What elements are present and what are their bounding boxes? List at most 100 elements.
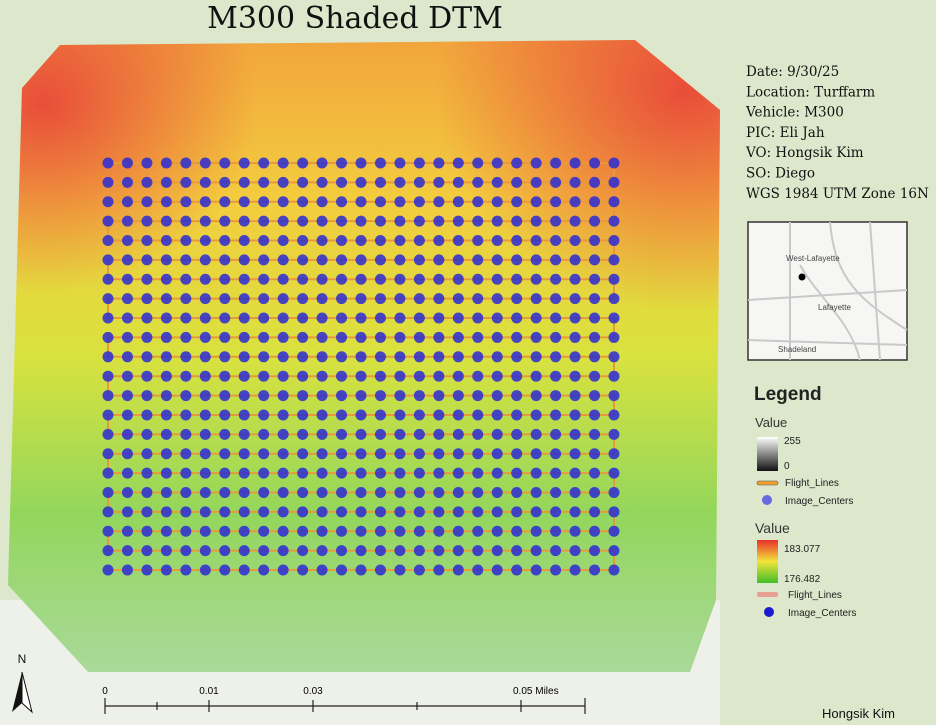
image-center <box>297 254 309 266</box>
image-center <box>180 254 192 266</box>
image-center <box>413 331 425 343</box>
legend-title: Legend <box>754 384 822 405</box>
image-center <box>589 273 601 285</box>
image-center <box>219 545 231 557</box>
image-center <box>316 235 328 247</box>
legend-item: Flight_Lines <box>785 478 839 489</box>
image-center <box>355 409 367 421</box>
image-center <box>199 525 211 537</box>
image-center <box>569 331 581 343</box>
image-center <box>238 545 250 557</box>
image-center <box>297 506 309 518</box>
info-line: VO: Hongsik Kim <box>745 145 864 161</box>
image-center <box>452 215 464 227</box>
image-center <box>258 312 270 324</box>
image-center <box>277 564 289 576</box>
image-center <box>433 254 445 266</box>
image-center <box>413 196 425 208</box>
image-center <box>374 176 386 188</box>
info-line: WGS 1984 UTM Zone 16N <box>746 186 929 202</box>
image-center <box>141 293 153 305</box>
image-center <box>355 293 367 305</box>
image-center <box>219 273 231 285</box>
image-center <box>530 312 542 324</box>
image-center <box>491 157 503 169</box>
image-center <box>238 215 250 227</box>
image-center <box>355 254 367 266</box>
image-center <box>394 506 406 518</box>
image-center <box>316 293 328 305</box>
image-center <box>394 331 406 343</box>
image-center <box>530 293 542 305</box>
image-center <box>102 448 114 460</box>
image-center <box>199 467 211 479</box>
image-center <box>491 331 503 343</box>
image-center <box>589 176 601 188</box>
image-center <box>452 157 464 169</box>
image-center <box>199 545 211 557</box>
image-center <box>355 273 367 285</box>
image-center <box>121 235 133 247</box>
image-center <box>530 409 542 421</box>
image-center <box>258 545 270 557</box>
image-center <box>550 390 562 402</box>
image-center <box>102 293 114 305</box>
image-center <box>258 448 270 460</box>
image-center <box>394 273 406 285</box>
image-center <box>102 215 114 227</box>
image-center <box>336 467 348 479</box>
image-center <box>160 293 172 305</box>
image-center <box>141 312 153 324</box>
image-center <box>472 448 484 460</box>
scale-label: 0.05 Miles <box>513 686 559 697</box>
image-center <box>297 564 309 576</box>
image-center <box>452 525 464 537</box>
image-center <box>569 254 581 266</box>
image-center <box>219 176 231 188</box>
info-line: Vehicle: M300 <box>745 105 844 121</box>
image-center <box>550 564 562 576</box>
image-center <box>316 448 328 460</box>
image-center <box>413 235 425 247</box>
image-center <box>238 564 250 576</box>
image-center <box>297 273 309 285</box>
image-center <box>452 370 464 382</box>
image-center <box>569 293 581 305</box>
image-center <box>238 312 250 324</box>
image-center <box>219 467 231 479</box>
image-center <box>160 390 172 402</box>
image-center <box>452 467 464 479</box>
image-center <box>472 176 484 188</box>
north-label: N <box>18 652 27 666</box>
image-center <box>355 157 367 169</box>
image-center <box>589 486 601 498</box>
image-center <box>569 196 581 208</box>
image-center <box>121 525 133 537</box>
image-center <box>569 176 581 188</box>
image-center <box>297 409 309 421</box>
image-center <box>550 467 562 479</box>
image-center <box>472 351 484 363</box>
image-center <box>491 196 503 208</box>
image-center <box>394 370 406 382</box>
image-center <box>141 564 153 576</box>
image-center <box>316 254 328 266</box>
image-center <box>550 351 562 363</box>
image-center <box>472 525 484 537</box>
image-center <box>452 428 464 440</box>
image-center <box>413 545 425 557</box>
image-center <box>102 157 114 169</box>
image-center <box>511 331 523 343</box>
legend-item: Image_Centers <box>785 496 853 507</box>
image-center <box>569 506 581 518</box>
image-center <box>199 273 211 285</box>
image-center <box>433 506 445 518</box>
image-center <box>180 215 192 227</box>
image-center <box>141 506 153 518</box>
image-center <box>277 331 289 343</box>
image-center <box>374 370 386 382</box>
image-center <box>336 157 348 169</box>
image-center <box>511 506 523 518</box>
image-center <box>472 157 484 169</box>
